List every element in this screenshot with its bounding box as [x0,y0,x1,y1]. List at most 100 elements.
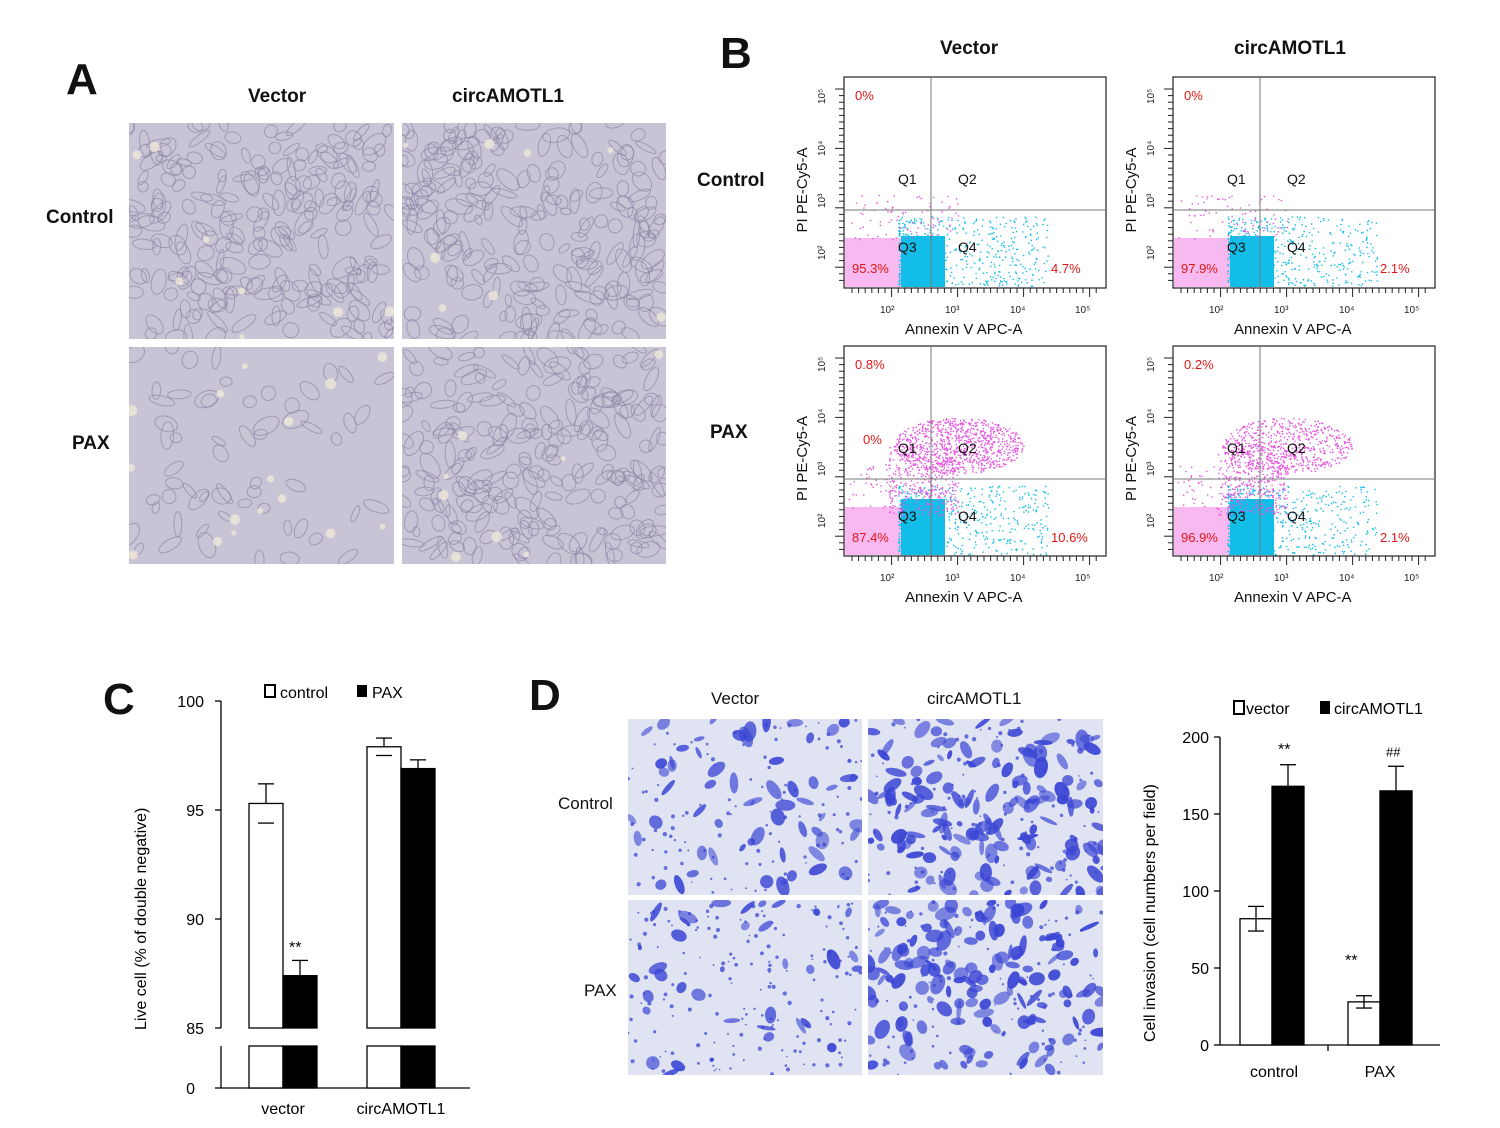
cell-outline [249,476,262,490]
event-dot [920,489,922,492]
event-dot [996,424,998,426]
event-dot [985,452,987,454]
event-dot [1268,507,1271,510]
event-dot [956,528,958,531]
event-dot [1188,214,1191,217]
event-dot [879,220,882,223]
event-dot [949,434,952,436]
event-dot [872,486,874,489]
event-dot [973,234,975,237]
event-dot [1262,510,1264,513]
event-dot [1317,457,1320,459]
event-dot [1013,220,1016,222]
event-dot [1283,229,1286,232]
cell-outline [633,206,657,223]
event-dot [1191,203,1194,205]
cell-outline [304,281,323,298]
event-dot [1332,282,1335,285]
event-dot [916,549,919,552]
event-dot [978,458,981,460]
cell-outline [219,210,237,226]
event-dot [1240,552,1242,555]
event-dot [1035,510,1038,513]
event-dot [1265,434,1268,436]
event-dot [944,452,947,455]
cell-outline [632,219,641,249]
event-dot [920,492,923,495]
cell-outline [604,280,622,297]
event-dot [1201,484,1204,486]
event-dot [1260,243,1263,245]
event-dot [1230,220,1233,223]
event-dot [1335,501,1337,504]
event-dot [952,463,954,465]
event-dot [919,217,921,220]
cell-outline [628,188,652,203]
event-dot [991,500,994,503]
event-dot [898,232,900,235]
event-dot [1024,267,1026,270]
event-dot [1253,494,1256,497]
event-dot [1226,469,1228,472]
event-dot [901,528,903,531]
event-dot [1287,486,1290,489]
cell-outline [317,145,338,164]
event-dot [910,465,913,468]
event-dot [904,497,907,499]
event-dot [1047,507,1050,509]
event-dot [954,527,957,530]
event-dot [959,419,962,422]
event-dot [950,500,953,503]
event-dot [950,513,953,516]
event-dot [1314,255,1316,258]
event-dot [985,536,988,538]
event-dot [980,512,983,515]
event-dot [920,549,922,551]
event-dot [1314,508,1317,511]
event-dot [1234,279,1237,282]
cell-outline [129,205,139,222]
event-dot [1238,501,1241,503]
event-dot [986,509,989,511]
event-dot [1008,245,1010,247]
event-dot [1012,247,1015,249]
event-dot [1034,502,1036,505]
event-dot [913,218,916,220]
event-dot [919,423,922,426]
event-dot [1230,501,1232,504]
event-dot [1230,538,1233,541]
event-dot [1249,210,1252,213]
event-dot [1360,540,1363,543]
cell-outline [281,409,310,430]
event-dot [889,453,892,456]
event-dot [1298,218,1301,221]
event-dot [1235,552,1238,555]
event-dot [1041,535,1044,538]
event-dot [1201,502,1204,505]
event-dot [951,437,954,440]
event-dot [1218,198,1221,200]
event-dot [1003,452,1005,455]
event-dot [1325,257,1327,260]
event-dot [1232,502,1234,504]
event-dot [1000,244,1003,247]
event-dot [1263,442,1266,445]
cell-outline [404,182,421,194]
event-dot [1229,232,1231,234]
event-dot [949,461,951,464]
event-dot [892,458,895,461]
event-dot [1355,486,1357,489]
event-dot [1274,277,1276,279]
event-dot [943,256,946,258]
cell-outline [254,166,269,184]
event-dot [904,435,907,438]
cell-outline [360,331,373,339]
event-dot [1249,463,1252,466]
event-dot [936,248,939,250]
event-dot [936,484,939,486]
event-dot [898,490,900,493]
event-dot [975,433,978,436]
event-dot [958,437,960,440]
event-dot [1250,488,1252,490]
cell-outline [497,129,514,144]
